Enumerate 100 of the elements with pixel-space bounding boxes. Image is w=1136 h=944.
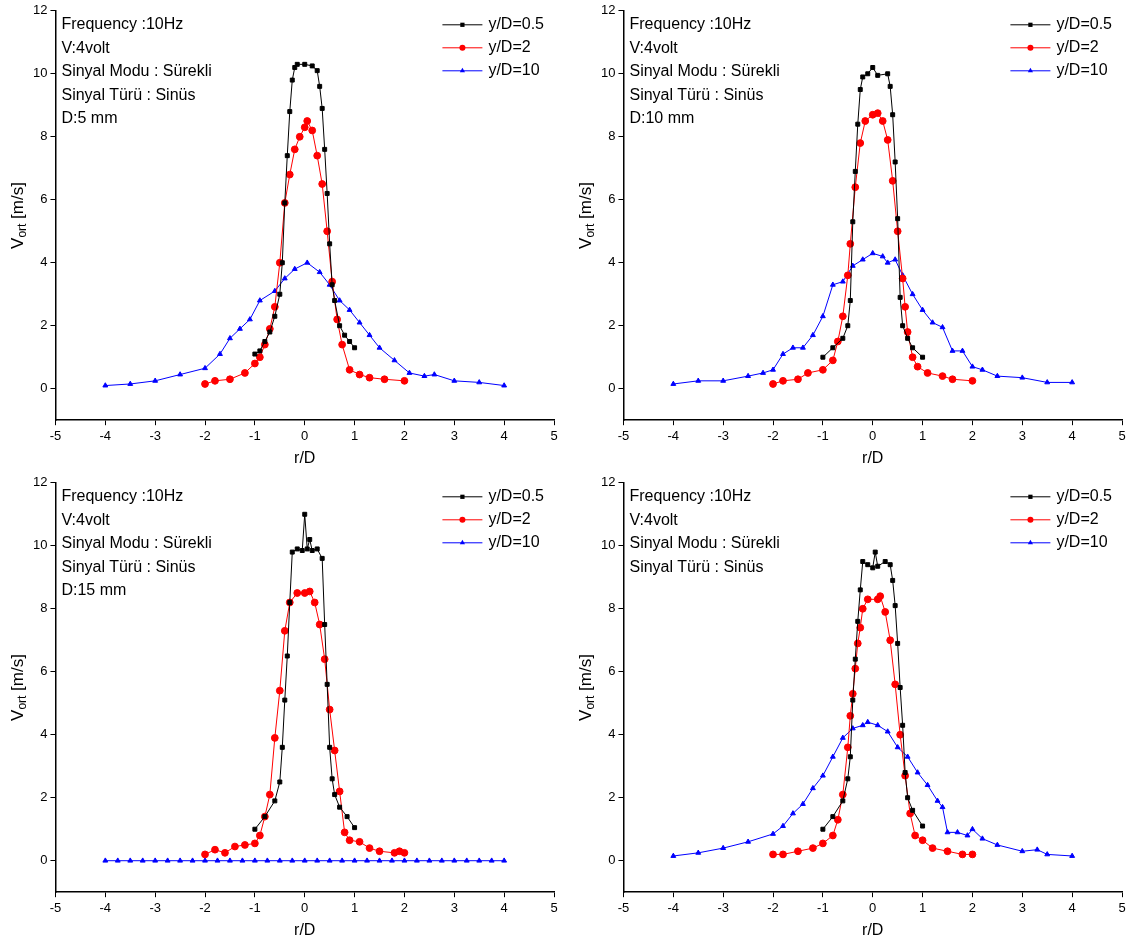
x-tick-label: -1: [249, 899, 261, 915]
x-tick-label: -3: [149, 899, 161, 915]
annotation: V:4volt: [61, 38, 111, 56]
y-tick-label: 0: [40, 852, 48, 868]
x-tick-label: -5: [49, 427, 62, 443]
x-tick-label: -5: [617, 899, 630, 915]
x-tick-label: -3: [717, 427, 729, 443]
x-tick-label: 4: [500, 899, 508, 915]
x-tick-label: -3: [149, 427, 161, 443]
y-tick-label: 4: [40, 726, 48, 742]
annotation: Frequency :10Hz: [629, 15, 752, 33]
x-tick-label: 5: [1118, 899, 1126, 915]
annotation: Sinyal Türü : Sinüs: [61, 85, 196, 103]
x-tick-label: -2: [767, 427, 779, 443]
legend-label: y/D=0.5: [488, 15, 545, 33]
x-tick-label: 3: [1018, 427, 1026, 443]
annotation: Frequency :10Hz: [629, 487, 752, 505]
y-tick-label: 12: [600, 474, 616, 490]
y-tick-label: 8: [608, 128, 616, 144]
y-tick-label: 6: [40, 191, 48, 207]
x-tick-label: -4: [99, 899, 112, 915]
y-tick-label: 2: [40, 789, 48, 805]
annotation: Sinyal Modu : Sürekli: [61, 534, 212, 552]
x-tick-label: 1: [918, 899, 927, 915]
y-tick-label: 12: [32, 474, 48, 490]
y-tick-label: 10: [32, 65, 48, 81]
x-tick-label: 3: [1018, 899, 1026, 915]
legend-label: y/D=2: [1056, 510, 1099, 528]
annotation: Sinyal Modu : Sürekli: [629, 62, 780, 80]
x-tick-label: -4: [99, 427, 112, 443]
legend-label: y/D=0.5: [1056, 15, 1113, 33]
annotation: Sinyal Modu : Sürekli: [629, 534, 780, 552]
x-tick-label: 0: [869, 427, 877, 443]
annotation: Sinyal Türü : Sinüs: [629, 557, 764, 575]
annotation: V:4volt: [629, 38, 679, 56]
y-tick-label: 10: [600, 537, 616, 553]
x-tick-label: 5: [1118, 427, 1126, 443]
x-tick-label: -4: [667, 899, 680, 915]
annotation: D:10 mm: [629, 109, 695, 127]
y-tick-label: 0: [40, 380, 48, 396]
legend-label: y/D=0.5: [1056, 487, 1113, 505]
x-tick-label: 1: [918, 427, 927, 443]
x-tick-label: 1: [350, 427, 359, 443]
y-tick-label: 6: [608, 191, 616, 207]
x-tick-label: 3: [450, 899, 458, 915]
x-tick-label: 2: [400, 899, 409, 915]
legend-label: y/D=2: [1056, 38, 1099, 56]
annotation: V:4volt: [61, 510, 111, 528]
annotation: Sinyal Modu : Sürekli: [61, 62, 212, 80]
y-tick-label: 0: [608, 380, 616, 396]
y-tick-label: 8: [40, 128, 48, 144]
x-tick-label: 2: [968, 899, 977, 915]
legend-label: y/D=2: [488, 510, 531, 528]
y-tick-label: 0: [608, 852, 616, 868]
y-tick-label: 8: [40, 600, 48, 616]
y-axis-title: Vort [m/s]: [7, 654, 30, 721]
annotation: D:15 mm: [61, 581, 127, 599]
y-tick-label: 8: [608, 600, 616, 616]
x-tick-label: -5: [49, 899, 62, 915]
y-tick-label: 2: [608, 317, 616, 333]
x-tick-label: -1: [817, 427, 829, 443]
legend-label: y/D=10: [1056, 533, 1108, 551]
annotation: D:5 mm: [61, 109, 118, 127]
annotation: Sinyal Türü : Sinüs: [629, 85, 764, 103]
legend-label: y/D=0.5: [488, 487, 545, 505]
y-tick-label: 4: [608, 726, 616, 742]
x-tick-label: 0: [301, 427, 309, 443]
y-tick-label: 12: [32, 2, 48, 18]
legend-label: y/D=10: [1056, 61, 1108, 79]
annotation: Frequency :10Hz: [61, 487, 184, 505]
x-tick-label: 5: [550, 427, 558, 443]
x-tick-label: -4: [667, 427, 680, 443]
y-axis-title: Vort [m/s]: [575, 654, 598, 721]
x-tick-label: -1: [817, 899, 829, 915]
y-tick-label: 6: [608, 663, 616, 679]
y-tick-label: 10: [600, 65, 616, 81]
x-tick-label: 4: [500, 427, 508, 443]
x-tick-label: 0: [869, 899, 877, 915]
x-tick-label: -2: [199, 899, 211, 915]
x-axis-title: r/D: [294, 920, 316, 938]
legend-label: y/D=10: [488, 61, 540, 79]
x-tick-label: -3: [717, 899, 729, 915]
x-tick-label: 4: [1068, 899, 1076, 915]
x-tick-label: 2: [968, 427, 977, 443]
legend-label: y/D=2: [488, 38, 531, 56]
y-tick-label: 4: [40, 254, 48, 270]
x-tick-label: 1: [350, 899, 359, 915]
x-tick-label: 2: [400, 427, 409, 443]
x-tick-label: 4: [1068, 427, 1076, 443]
y-tick-label: 6: [40, 663, 48, 679]
x-tick-label: 0: [301, 899, 309, 915]
y-axis-title: Vort [m/s]: [575, 182, 598, 249]
y-tick-label: 4: [608, 254, 616, 270]
annotation: V:4volt: [629, 510, 679, 528]
y-tick-label: 12: [600, 2, 616, 18]
y-tick-label: 2: [608, 789, 616, 805]
x-axis-title: r/D: [294, 448, 316, 466]
x-tick-label: -1: [249, 427, 261, 443]
y-axis-title: Vort [m/s]: [7, 182, 30, 249]
annotation: Frequency :10Hz: [61, 15, 184, 33]
